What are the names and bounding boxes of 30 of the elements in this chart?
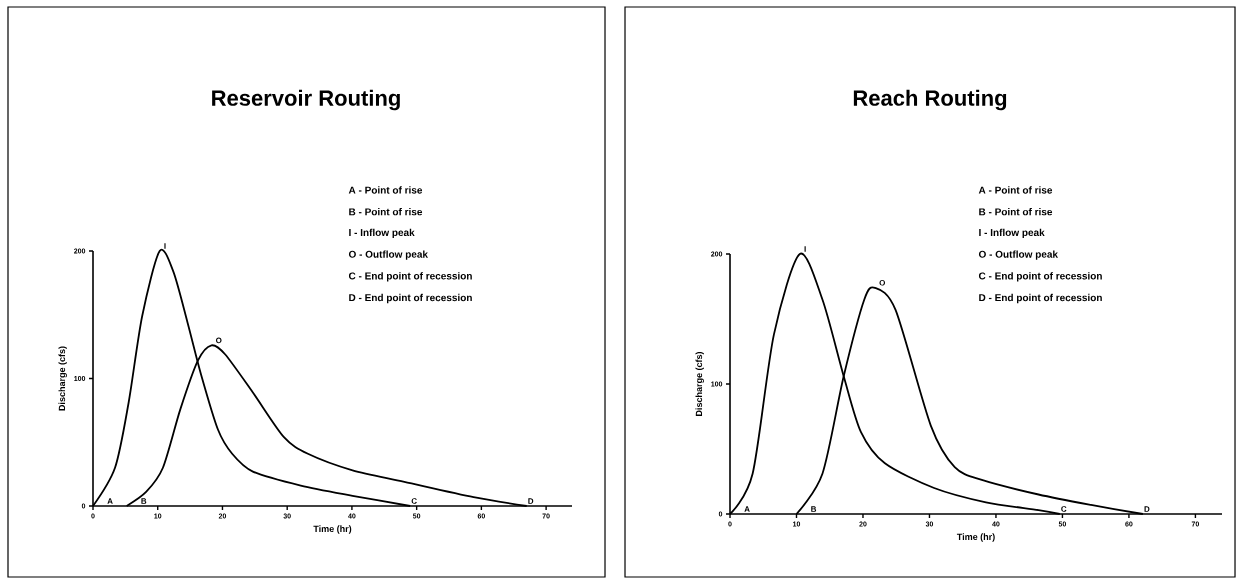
annotation: D bbox=[1144, 506, 1150, 512]
annotation: O bbox=[215, 337, 222, 344]
y-axis-title: Discharge (cfs) bbox=[695, 351, 704, 416]
annotation: D bbox=[528, 498, 534, 504]
text: B - Point of rise bbox=[979, 208, 1053, 216]
annotation: O bbox=[879, 279, 886, 286]
x-axis-title: Time (hr) bbox=[956, 533, 995, 542]
chart-title: Reservoir Routing bbox=[212, 89, 400, 111]
text: I bbox=[804, 246, 806, 252]
annotation: B bbox=[141, 498, 147, 504]
annotation: D - End point of recession bbox=[349, 293, 472, 304]
annotation: D - End point of recession bbox=[979, 293, 1102, 304]
annotation: C bbox=[1061, 506, 1067, 512]
text: B - Point of rise bbox=[349, 208, 423, 216]
text: I bbox=[164, 243, 166, 249]
text: A - Point of rise bbox=[348, 186, 423, 194]
annotation: O - Outflow peak bbox=[978, 250, 1058, 260]
annotation: A bbox=[107, 498, 113, 504]
annotation: O - Outflow peak bbox=[348, 250, 428, 260]
text: I - Inflow peak bbox=[349, 228, 415, 239]
text: A - Point of rise bbox=[978, 186, 1053, 194]
x-axis-title: Time (hr) bbox=[313, 525, 352, 534]
annotation: C - End point of recession bbox=[348, 272, 472, 282]
annotation: A bbox=[744, 506, 750, 512]
text: I - Inflow peak bbox=[979, 228, 1045, 239]
annotation: B bbox=[811, 506, 817, 512]
annotation: C - End point of recession bbox=[978, 272, 1102, 282]
annotation: C bbox=[411, 498, 417, 504]
chart-title: Reach Routing bbox=[853, 89, 1007, 111]
y-axis-title: Discharge (cfs) bbox=[58, 346, 67, 411]
